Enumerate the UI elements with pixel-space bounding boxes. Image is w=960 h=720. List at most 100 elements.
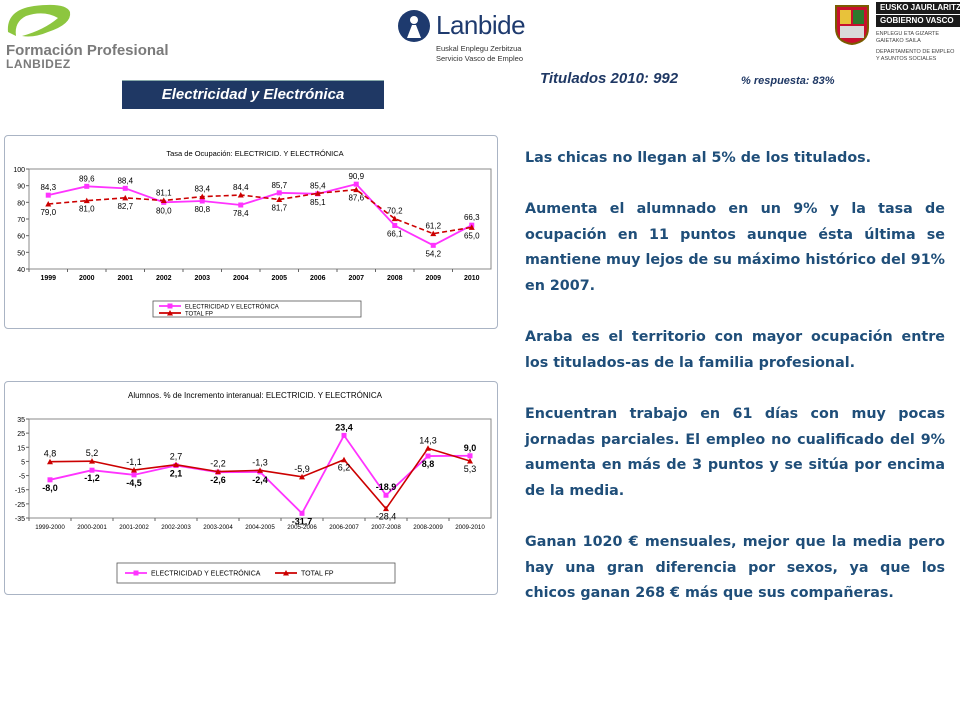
data-label-family: -2,4 [252, 475, 268, 485]
x-tick-label: 2007 [348, 275, 364, 282]
data-point-family [341, 432, 347, 438]
occupation-rate-chart-svg: Tasa de Ocupación: ELECTRICID. Y ELECTRÓ… [13, 149, 492, 318]
y-tick-label: 5 [21, 459, 25, 466]
data-label-total: 81,1 [156, 189, 172, 198]
data-point-family [84, 183, 90, 189]
x-tick-label: 2010 [464, 275, 480, 282]
graduates-count: Titulados 2010: 992 [540, 70, 679, 87]
data-label-total: 14,3 [419, 435, 437, 445]
data-point-family [238, 202, 244, 208]
coat-of-arms-icon [835, 5, 869, 46]
data-label-total: -5,9 [294, 464, 310, 474]
data-point-total [276, 196, 283, 202]
data-label-total: 84,4 [233, 183, 249, 192]
data-label-family: 80,8 [194, 205, 210, 214]
data-label-family: 85,1 [310, 198, 326, 207]
data-point-family [383, 492, 389, 498]
data-label-family: -2,6 [210, 475, 226, 485]
data-point-total [314, 190, 321, 196]
summary-text-panel: Las chicas no llegan al 5% de los titula… [525, 146, 945, 632]
data-label-family: 89,6 [79, 174, 95, 183]
data-point-total [89, 458, 95, 464]
data-label-family: 90,9 [348, 172, 364, 181]
series-line-total [48, 188, 472, 235]
data-label-family: 85,7 [271, 181, 287, 190]
y-tick-label: -25 [15, 502, 25, 509]
data-label-total: 85,4 [310, 181, 326, 190]
data-label-total: -28,4 [376, 512, 397, 522]
data-point-total [467, 458, 473, 464]
legend-label: ELECTRICIDAD Y ELECTRÓNICA [151, 569, 261, 578]
paragraph-territory: Araba es el territorio con mayor ocupaci… [525, 329, 945, 371]
chart-title: Alumnos. % de Incremento interanual: ELE… [128, 391, 383, 400]
data-label-total: -1,3 [252, 457, 268, 467]
x-tick-label: 1999-2000 [35, 524, 65, 531]
data-label-family: -8,0 [42, 483, 58, 493]
y-tick-label: 70 [17, 217, 25, 224]
gv-bar-spanish: GOBIERNO VASCO [876, 15, 960, 27]
enrollment-increase-chart-svg: Alumnos. % de Incremento interanual: ELE… [15, 391, 492, 584]
data-label-family: 9,0 [464, 443, 477, 453]
x-tick-label: 2006 [310, 275, 326, 282]
legend-swatch-marker [283, 570, 289, 576]
data-point-total [391, 215, 398, 222]
data-label-family: 54,2 [425, 249, 441, 258]
fp-logo-line2: LANBIDEZ [6, 57, 71, 71]
data-point-family [199, 198, 205, 204]
lanbide-logo: Lanbide Euskal Enplegu Zerbitzua Servici… [396, 4, 556, 66]
data-point-total [83, 197, 90, 204]
x-tick-label: 2004 [233, 275, 249, 282]
x-tick-label: 2005-2006 [287, 524, 317, 531]
data-point-family [131, 472, 137, 478]
x-tick-label: 2002-2003 [161, 524, 191, 531]
data-point-total [383, 505, 389, 512]
x-tick-label: 2001-2002 [119, 524, 149, 531]
data-label-total: -2,2 [210, 459, 226, 469]
gv-dept-line1: ENPLEGU ETA GIZARTE [876, 31, 940, 37]
data-label-total: 61,2 [425, 222, 441, 231]
x-tick-label: 2007-2008 [371, 524, 401, 531]
x-tick-label: 2005 [271, 275, 287, 282]
data-point-family [299, 510, 305, 516]
family-title-tab: Electricidad y Electrónica [122, 80, 384, 109]
data-point-total [122, 194, 129, 201]
series-line-family [48, 183, 473, 247]
x-tick-label: 2006-2007 [329, 524, 359, 531]
data-label-total: 87,6 [348, 194, 364, 203]
legend-swatch-marker [133, 570, 139, 576]
fp-logo-line1: Formación Profesional [6, 42, 169, 59]
x-tick-label: 2001 [117, 275, 133, 282]
data-point-family [425, 453, 431, 459]
data-point-total [468, 224, 475, 230]
data-point-total [199, 193, 206, 200]
x-tick-label: 2000 [79, 275, 95, 282]
y-tick-label: -35 [15, 516, 25, 523]
x-tick-label: 2008 [387, 275, 403, 282]
data-point-total [47, 458, 53, 465]
x-tick-label: 2009-2010 [455, 524, 485, 531]
data-point-family [122, 185, 128, 191]
data-point-total [425, 445, 431, 451]
data-label-family: 80,0 [156, 206, 172, 215]
paragraph-salary: Ganan 1020 € mensuales, mejor que la med… [525, 533, 945, 602]
data-point-total [341, 456, 347, 463]
data-label-total: 83,4 [194, 185, 210, 194]
legend-label: ELECTRICIDAD Y ELECTRÓNICA [185, 304, 279, 311]
x-tick-label: 2009 [425, 275, 441, 282]
x-tick-label: 2000-2001 [77, 524, 107, 531]
data-point-total [299, 473, 305, 480]
data-point-total [215, 468, 221, 475]
x-tick-label: 1999 [40, 275, 56, 282]
data-label-family: 23,4 [335, 422, 353, 432]
data-label-total: 81,7 [271, 204, 287, 213]
lanbide-subtitle-line2: Servicio Vasco de Empleo [436, 54, 523, 63]
lanbide-subtitle: Euskal Enplegu Zerbitzua Servicio Vasco … [436, 44, 523, 64]
data-label-total: 5,3 [464, 464, 477, 474]
data-point-family [353, 181, 359, 187]
data-label-family: 88,4 [117, 176, 133, 185]
y-tick-label: 35 [17, 417, 25, 424]
x-tick-label: 2004-2005 [245, 524, 275, 531]
data-point-total [237, 192, 244, 198]
data-label-family: -1,2 [84, 473, 100, 483]
y-tick-label: 25 [17, 431, 25, 438]
